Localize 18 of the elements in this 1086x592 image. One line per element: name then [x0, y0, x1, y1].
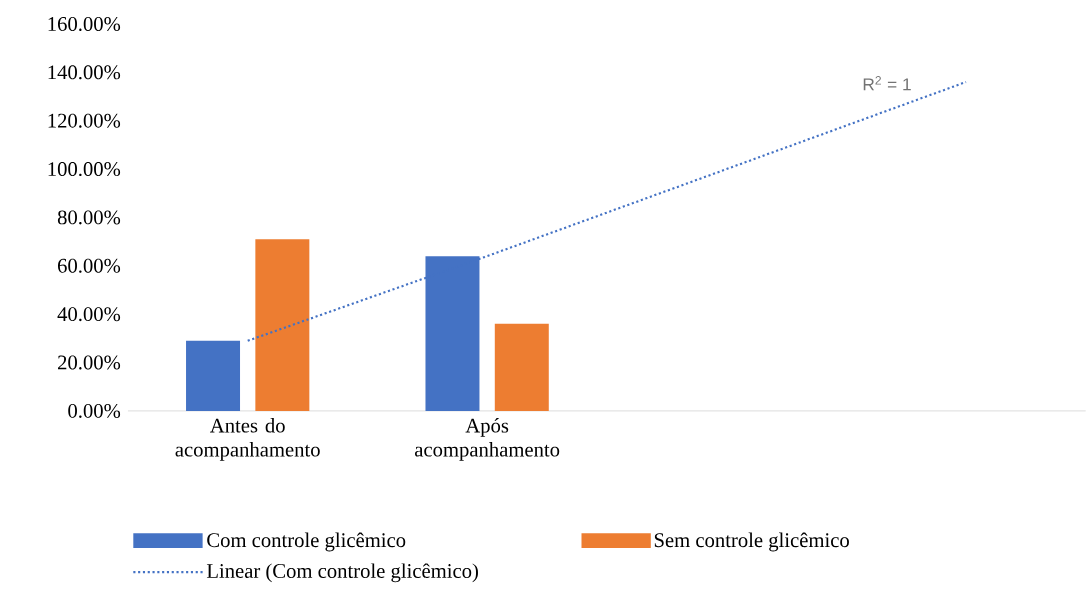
bar: [255, 239, 310, 411]
y-tick-label: 140.00%: [48, 65, 121, 80]
bar: [494, 323, 549, 411]
x-tick-label: Antes do acompanhamento: [175, 418, 320, 461]
y-tick-label: 80.00%: [57, 210, 121, 225]
y-tick-label: 160.00%: [48, 17, 121, 32]
y-tick-label: 100.00%: [48, 162, 121, 177]
annotation: R$^{2}$ = 1: [863, 76, 911, 91]
legend-label: Sem controle glicêmico: [654, 532, 849, 552]
y-tick-label: 0.00%: [68, 403, 121, 418]
y-tick-label: 20.00%: [58, 355, 121, 370]
bar: [186, 340, 241, 411]
legend-label: Com controle glicêmico: [207, 532, 406, 552]
legend-label: Linear (Com controle glicêmico): [206, 563, 478, 583]
y-tick-label: 40.00%: [57, 307, 121, 322]
y-tick-label: 60.00%: [58, 258, 121, 273]
x-tick-label: Após acompanhamento: [415, 418, 560, 461]
y-tick-label: 120.00%: [48, 113, 121, 128]
